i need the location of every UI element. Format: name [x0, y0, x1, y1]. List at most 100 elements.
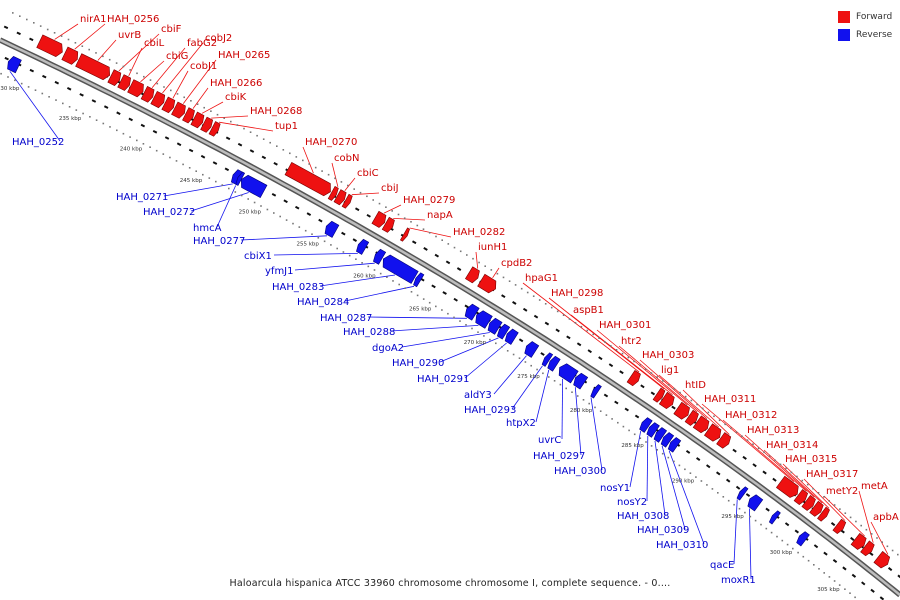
reverse-track-dot [786, 543, 789, 546]
reverse-gene-hah_0308[interactable] [653, 427, 668, 443]
track-tick [29, 37, 34, 42]
reverse-gene-tail-1[interactable] [768, 510, 781, 525]
reverse-track-dot [744, 511, 746, 514]
forward-gene-htr2[interactable] [684, 409, 699, 426]
forward-gene-hah_0282[interactable] [399, 227, 410, 242]
forward-gene-mety2[interactable] [850, 532, 867, 550]
reverse-track-dot [628, 429, 630, 432]
reverse-track-dot [373, 269, 376, 271]
reverse-gene-hmca[interactable] [235, 171, 246, 186]
forward-gene-hah_0313[interactable] [801, 494, 816, 511]
forward-gene-cbig[interactable] [127, 79, 144, 98]
forward-gene-hah_0256[interactable] [61, 46, 79, 65]
forward-gene-cbik[interactable] [190, 111, 205, 129]
reverse-gene-hah_0297[interactable] [573, 372, 589, 390]
reverse-gene-yfmj1[interactable] [373, 248, 387, 265]
reverse-track-dot [379, 272, 382, 275]
forward-gene-apba[interactable] [873, 550, 891, 569]
forward-gene-cbil[interactable] [117, 74, 132, 91]
reverse-gene-qace[interactable] [736, 486, 749, 501]
reverse-gene-dgoa2[interactable] [487, 317, 503, 335]
reverse-gene-hah_0309[interactable] [660, 432, 675, 448]
forward-gene-hah_0279[interactable] [371, 210, 387, 228]
reverse-gene-hah_0291[interactable] [504, 328, 519, 345]
label-hah_0265: HAH_0265 [218, 50, 270, 61]
reverse-gene-tail-2[interactable] [796, 531, 810, 547]
forward-track-dot [136, 72, 138, 75]
forward-gene-iunh1[interactable] [464, 266, 480, 284]
forward-gene-aspb1[interactable] [658, 391, 675, 410]
reverse-gene-hah_0277[interactable] [324, 220, 340, 238]
forward-gene-cobj2[interactable] [150, 90, 166, 109]
forward-gene-uvrb[interactable] [75, 53, 111, 81]
label-hah_0271: HAH_0271 [116, 192, 168, 203]
track-tick [366, 213, 371, 218]
forward-gene-hah_0270[interactable] [284, 161, 331, 197]
reverse-gene-hah_0283[interactable] [382, 254, 419, 284]
forward-gene-cbic[interactable] [333, 189, 347, 206]
reverse-gene-cbix1[interactable] [356, 238, 370, 255]
reverse-track-dot [559, 383, 562, 386]
reverse-track-dot [188, 167, 191, 169]
reverse-gene-nosy1[interactable] [639, 417, 653, 433]
reverse-gene-moxr1[interactable] [747, 494, 764, 512]
forward-gene-hah_0315[interactable] [817, 506, 830, 522]
reverse-gene-hah_0284[interactable] [413, 272, 425, 288]
reverse-track-dot [416, 294, 419, 297]
reverse-gene-hah_0288[interactable] [475, 310, 493, 329]
forward-gene-napa[interactable] [381, 216, 395, 233]
forward-track-dot [673, 387, 676, 390]
leader-line [492, 267, 500, 279]
scale-label: 305 kbp [817, 587, 840, 593]
forward-gene-hah_0317[interactable] [832, 518, 847, 534]
reverse-track-dot [711, 488, 714, 490]
track-tick [200, 154, 206, 159]
legend-reverse-label: Reverse [856, 30, 893, 40]
forward-gene-cobj1[interactable] [161, 96, 176, 114]
forward-gene-hah_0298[interactable] [652, 387, 666, 403]
forward-gene-cpdb2[interactable] [477, 273, 497, 294]
reverse-gene-htpx2[interactable] [547, 355, 561, 372]
forward-gene-hah_0265[interactable] [171, 101, 186, 119]
reverse-gene-hah_0300[interactable] [590, 384, 602, 399]
forward-track-dot [282, 149, 285, 151]
forward-gene-cobn[interactable] [327, 185, 339, 201]
forward-gene-hah_0301[interactable] [673, 401, 690, 420]
reverse-track-dot [633, 433, 636, 436]
forward-gene-fabg2[interactable] [140, 85, 155, 103]
forward-gene-hah_0266[interactable] [182, 107, 195, 124]
reverse-track-dot [727, 499, 730, 502]
reverse-track-dot [162, 153, 165, 155]
leader-line [240, 235, 328, 241]
forward-track-dot [441, 239, 443, 241]
reverse-gene-aldy3[interactable] [524, 341, 540, 358]
reverse-gene-hah_0252[interactable] [7, 56, 22, 74]
reverse-gene-hah_0287[interactable] [464, 303, 480, 321]
reverse-gene-nosy2[interactable] [646, 422, 660, 438]
reverse-gene-hah_0272[interactable] [240, 174, 268, 199]
reverse-gene-uvrc[interactable] [558, 363, 579, 384]
forward-gene-hah_0303[interactable] [692, 415, 710, 434]
reverse-gene-hah_0290[interactable] [496, 323, 511, 340]
forward-gene-lig1[interactable] [703, 423, 722, 442]
label-hah_0314: HAH_0314 [766, 440, 818, 451]
reverse-gene-hah_0293[interactable] [541, 352, 554, 367]
forward-gene-hah_0268[interactable] [200, 116, 214, 133]
reverse-track-dot [667, 456, 670, 459]
reverse-gene-hah_0310[interactable] [667, 437, 682, 453]
forward-gene-htid[interactable] [716, 432, 732, 449]
forward-gene-hah_0314[interactable] [809, 500, 824, 517]
forward-gene-hah_0311[interactable] [775, 475, 799, 498]
forward-track-dot [302, 159, 304, 162]
track-tick [619, 370, 624, 375]
forward-gene-tup1[interactable] [208, 121, 221, 137]
forward-gene-nira1[interactable] [36, 34, 63, 57]
reverse-track-dot [849, 592, 851, 594]
forward-gene-hah_0312[interactable] [793, 489, 809, 505]
forward-gene-cbif[interactable] [107, 69, 122, 86]
forward-gene-cbij[interactable] [341, 193, 353, 209]
forward-gene-meta[interactable] [860, 540, 875, 557]
forward-track-dot [223, 117, 225, 119]
track-tick [237, 142, 243, 147]
forward-gene-hpag1[interactable] [626, 369, 641, 387]
